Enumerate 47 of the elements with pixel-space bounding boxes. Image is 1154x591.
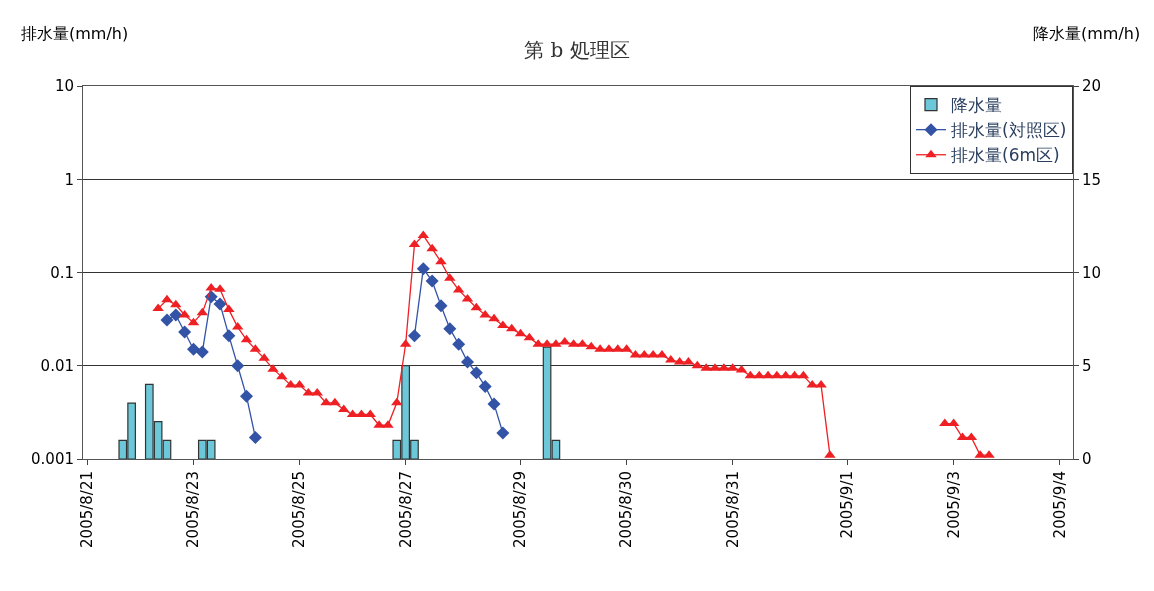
legend-label: 排水量(6m区) xyxy=(951,145,1060,166)
x-tick-label: 2005/8/27 xyxy=(396,471,415,548)
x-tick-label: 2005/9/4 xyxy=(1050,471,1069,539)
point xyxy=(231,359,245,373)
point xyxy=(195,345,209,359)
point xyxy=(222,329,236,343)
y2-axis-title: 降水量(mm/h) xyxy=(1033,24,1141,43)
point xyxy=(416,262,430,276)
point xyxy=(407,329,421,343)
legend-label: 降水量 xyxy=(951,95,1002,116)
point xyxy=(240,389,254,403)
point xyxy=(248,431,262,445)
point xyxy=(443,322,457,336)
point xyxy=(461,355,475,369)
point xyxy=(169,308,183,322)
y2-tick-label: 20 xyxy=(1082,77,1102,96)
point xyxy=(478,379,492,393)
point xyxy=(487,397,501,411)
point xyxy=(452,337,466,351)
chart-title: 第 b 処理区 xyxy=(524,38,630,63)
x-tick-label: 2005/8/25 xyxy=(290,471,309,548)
x-tick-label: 2005/9/3 xyxy=(944,471,963,539)
x-tick-label: 2005/8/29 xyxy=(511,471,530,548)
y2-tick-label: 15 xyxy=(1082,170,1102,189)
point xyxy=(434,299,448,313)
point xyxy=(160,313,174,327)
y-tick-label: 0.001 xyxy=(31,450,74,469)
y-tick-label: 10 xyxy=(54,77,74,96)
y-axis-title: 排水量(mm/h) xyxy=(21,24,129,43)
x-tick-label: 2005/9/1 xyxy=(838,471,857,539)
y-tick-label: 1 xyxy=(64,170,74,189)
point xyxy=(186,342,200,356)
y-tick-label: 0.1 xyxy=(50,263,74,282)
point xyxy=(496,426,510,440)
y2-tick-label: 10 xyxy=(1082,263,1102,282)
x-tick-label: 2005/8/23 xyxy=(184,471,203,548)
y-tick-label: 0.01 xyxy=(40,357,74,375)
x-tick-label: 2005/8/30 xyxy=(617,471,636,548)
point xyxy=(213,297,227,311)
x-tick-label: 2005/8/31 xyxy=(723,471,742,548)
y2-tick-label: 0 xyxy=(1082,450,1092,469)
legend-label: 排水量(対照区) xyxy=(951,120,1067,141)
x-tick-label: 2005/8/21 xyxy=(78,471,97,548)
point xyxy=(178,325,192,339)
point xyxy=(469,366,483,380)
point xyxy=(425,274,439,288)
y2-tick-label: 5 xyxy=(1082,357,1092,375)
